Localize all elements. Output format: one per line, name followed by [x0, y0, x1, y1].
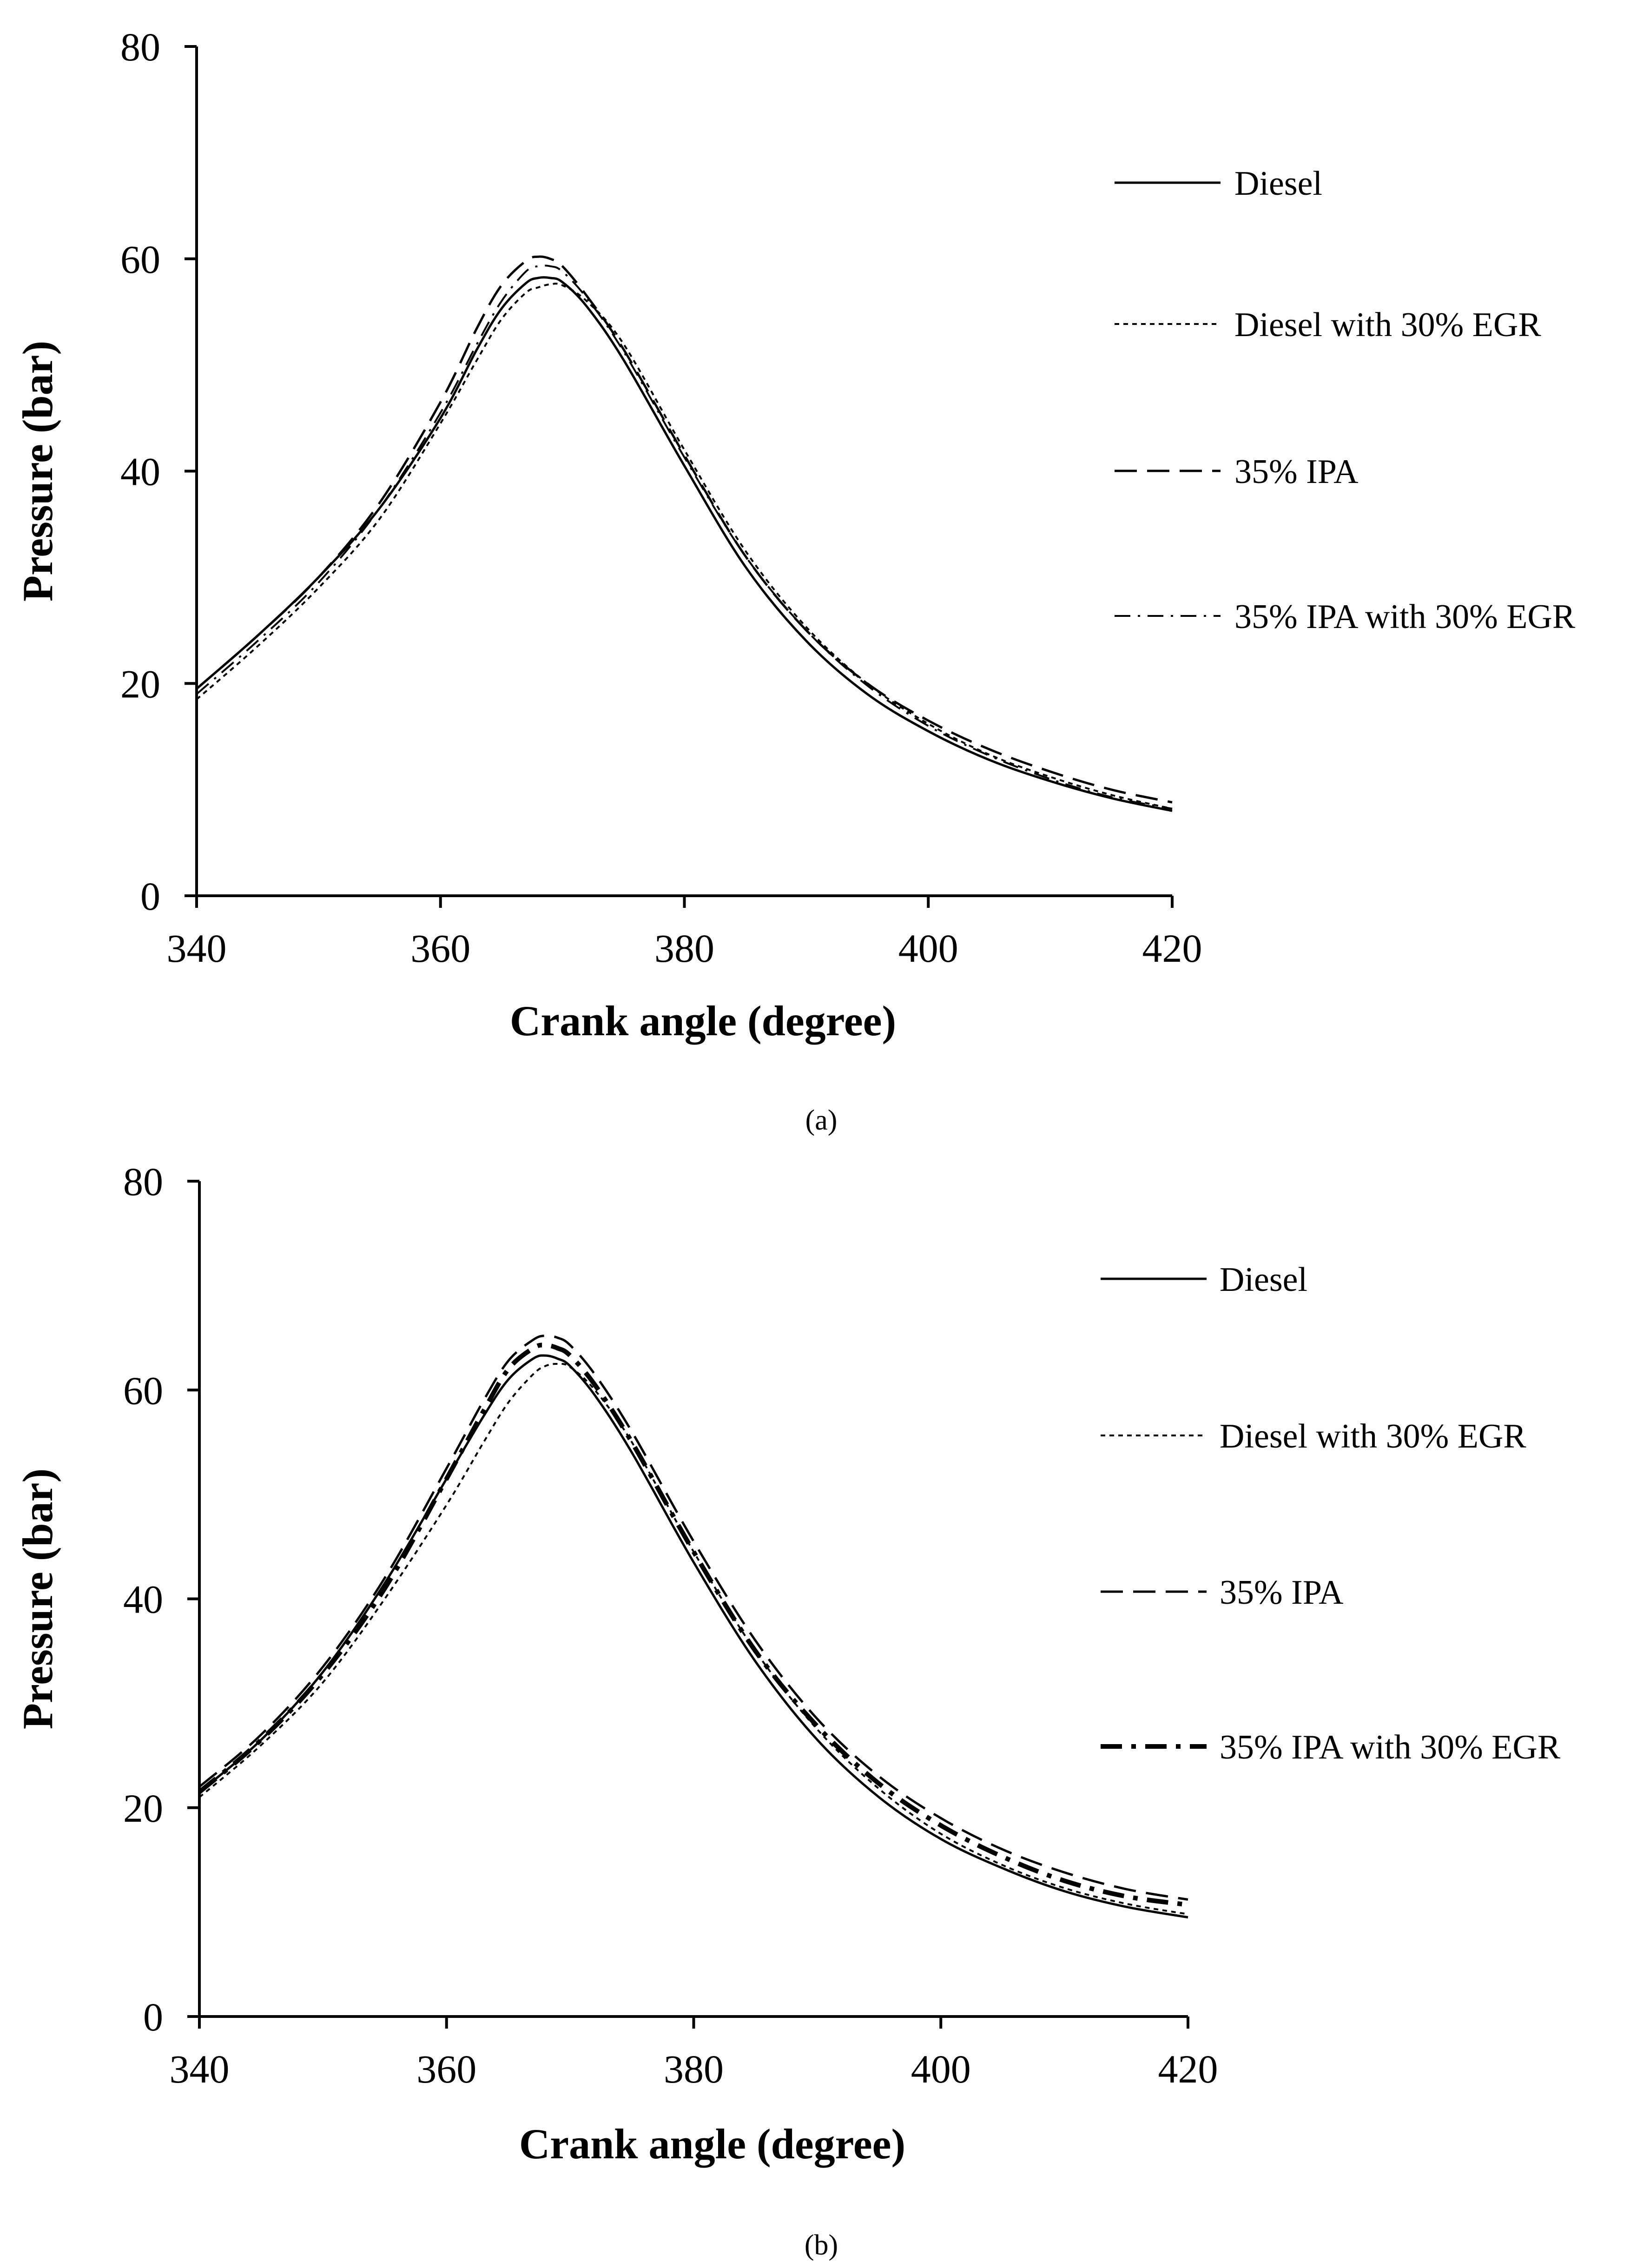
- legend-entry-diesel-egr: Diesel with 30% EGR: [1101, 1417, 1526, 1455]
- chart-b: 0 20 40 60 80 340 360 380 400 420 Crank …: [14, 1159, 1561, 2261]
- chart-b-axes: [187, 1180, 1189, 2029]
- chart-a-x-tick-label: 420: [1142, 926, 1202, 971]
- legend-label-ipa-egr: 35% IPA with 30% EGR: [1234, 598, 1576, 636]
- chart-b-caption: (b): [805, 2229, 838, 2261]
- chart-a-series-line: [196, 264, 1173, 810]
- legend-label-diesel-egr: Diesel with 30% EGR: [1220, 1417, 1526, 1455]
- chart-a-series-line: [196, 255, 1173, 804]
- chart-a-x-tick-label: 340: [167, 926, 227, 971]
- chart-b-plot-area: [198, 1334, 1188, 1919]
- legend-label-ipa-egr: 35% IPA with 30% EGR: [1220, 1728, 1561, 1766]
- chart-b-x-tick-label: 340: [170, 2047, 230, 2091]
- chart-b-legend: Diesel Diesel with 30% EGR 35% IPA 35% I…: [1101, 1261, 1561, 1766]
- chart-b-y-tick-label: 60: [123, 1368, 163, 1413]
- chart-b-series-line: [198, 1334, 1188, 1901]
- chart-b-series-line: [198, 1362, 1188, 1915]
- chart-a-axes: [185, 45, 1174, 908]
- chart-b-x-tick-label: 360: [416, 2047, 476, 2091]
- chart-b-x-tick-label: 420: [1158, 2047, 1218, 2091]
- chart-b-series-line: [198, 1354, 1188, 1919]
- chart-a: 0 20 40 60 80 340 360 380 400 420 Crank …: [14, 25, 1576, 1136]
- chart-a-y-tick-label: 0: [140, 874, 160, 919]
- chart-b-x-tick-label: 380: [664, 2047, 724, 2091]
- chart-b-y-axis-title: Pressure (bar): [14, 1468, 61, 1729]
- chart-b-x-axis-title: Crank angle (degree): [519, 2120, 905, 2168]
- chart-a-x-tick-label: 360: [410, 926, 470, 971]
- legend-label-ipa: 35% IPA: [1234, 453, 1359, 491]
- chart-a-x-tick-label: 400: [898, 926, 958, 971]
- chart-a-y-tick-label: 80: [120, 25, 160, 69]
- legend-entry-ipa: 35% IPA: [1115, 453, 1359, 491]
- legend-label-diesel: Diesel: [1234, 165, 1322, 203]
- chart-a-caption: (a): [805, 1104, 838, 1136]
- chart-a-legend: Diesel Diesel with 30% EGR 35% IPA 35% I…: [1115, 165, 1576, 636]
- chart-a-plot-area: [196, 255, 1173, 812]
- chart-a-y-tick-labels: 0 20 40 60 80: [120, 25, 160, 919]
- legend-entry-diesel: Diesel: [1101, 1261, 1307, 1299]
- chart-b-x-tick-labels: 340 360 380 400 420: [170, 2047, 1218, 2091]
- chart-b-y-tick-label: 20: [123, 1786, 163, 1831]
- legend-label-ipa: 35% IPA: [1220, 1574, 1344, 1612]
- chart-b-y-tick-label: 40: [123, 1577, 163, 1622]
- legend-label-diesel: Diesel: [1220, 1261, 1307, 1299]
- chart-b-y-tick-labels: 0 20 40 60 80: [123, 1159, 163, 2039]
- legend-label-diesel-egr: Diesel with 30% EGR: [1234, 306, 1541, 344]
- legend-entry-ipa-egr: 35% IPA with 30% EGR: [1101, 1728, 1561, 1766]
- chart-b-y-tick-label: 80: [123, 1159, 163, 1204]
- chart-a-y-axis-title: Pressure (bar): [14, 341, 61, 602]
- chart-a-y-tick-label: 20: [120, 661, 160, 706]
- chart-a-x-tick-label: 380: [654, 926, 714, 971]
- chart-a-y-tick-label: 60: [120, 237, 160, 282]
- chart-a-x-axis-title: Crank angle (degree): [510, 997, 896, 1045]
- legend-entry-diesel: Diesel: [1115, 165, 1322, 203]
- chart-b-y-tick-label: 0: [143, 1995, 163, 2039]
- chart-a-y-tick-label: 40: [120, 450, 160, 494]
- chart-b-x-tick-label: 400: [911, 2047, 971, 2091]
- legend-entry-ipa: 35% IPA: [1101, 1574, 1344, 1612]
- chart-b-series-line: [198, 1342, 1188, 1907]
- legend-entry-ipa-egr: 35% IPA with 30% EGR: [1115, 598, 1576, 636]
- chart-a-x-tick-labels: 340 360 380 400 420: [167, 926, 1202, 971]
- legend-entry-diesel-egr: Diesel with 30% EGR: [1115, 306, 1541, 344]
